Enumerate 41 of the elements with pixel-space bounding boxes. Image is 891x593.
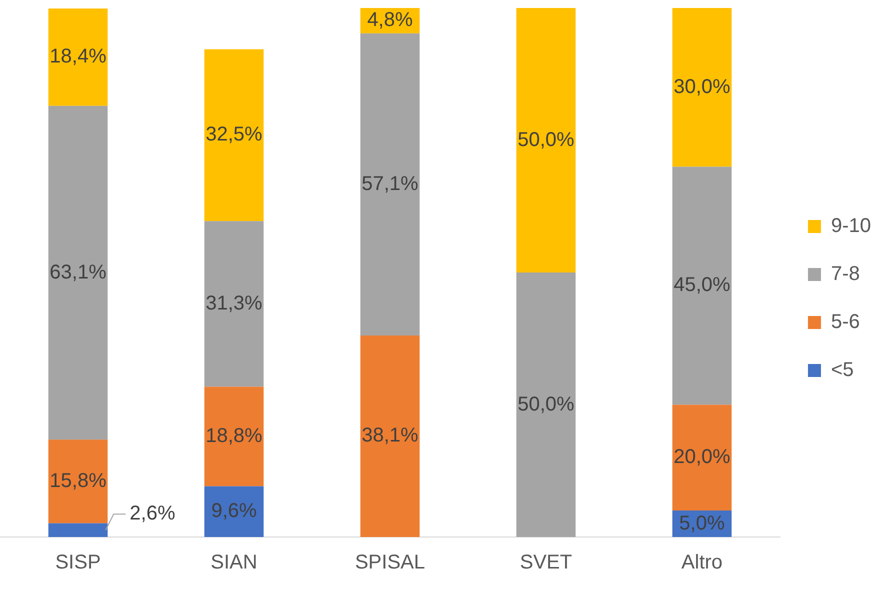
data-label: 18,8% <box>206 425 263 448</box>
data-label: 20,0% <box>674 446 731 468</box>
x-tick-label: SIAN <box>210 552 258 574</box>
data-label: 4,8% <box>367 9 413 32</box>
bar <box>672 166 732 405</box>
legend-label: 7-8 <box>830 263 860 286</box>
data-label: 18,4% <box>50 46 107 68</box>
data-label: 5,0% <box>679 512 725 534</box>
data-label: 15,8% <box>50 470 107 492</box>
data-label: 9,6% <box>211 500 257 522</box>
x-tick-label: SVET <box>520 552 572 574</box>
bar <box>48 523 108 537</box>
bar <box>204 386 264 486</box>
legend-label: 5-6 <box>830 311 860 334</box>
data-label: 45,0% <box>674 274 731 296</box>
data-label: 50,0% <box>518 393 575 416</box>
data-label: 50,0% <box>518 128 575 151</box>
bar <box>48 440 108 524</box>
bar <box>360 335 420 537</box>
bar <box>48 8 108 106</box>
bar <box>204 49 264 222</box>
bar <box>516 8 576 272</box>
x-tick-label: Altro <box>681 552 723 574</box>
x-tick-label: SISP <box>55 552 101 574</box>
data-label: 57,1% <box>362 172 419 195</box>
data-label: 30,0% <box>674 76 731 98</box>
legend-label: 9-10 <box>830 215 871 238</box>
data-label: 32,5% <box>206 124 263 146</box>
bar <box>48 106 108 440</box>
bar <box>204 221 264 387</box>
bar <box>672 8 732 167</box>
data-label: 2,6% <box>130 502 176 525</box>
data-label: 63,1% <box>50 261 107 284</box>
legend-label: <5 <box>830 359 854 382</box>
x-tick-label: SPISAL <box>354 552 426 574</box>
bar <box>360 33 420 336</box>
bar <box>516 272 576 537</box>
data-label: 38,1% <box>362 424 419 447</box>
data-label: 31,3% <box>206 292 263 314</box>
bar <box>672 404 732 511</box>
bar <box>204 486 264 537</box>
